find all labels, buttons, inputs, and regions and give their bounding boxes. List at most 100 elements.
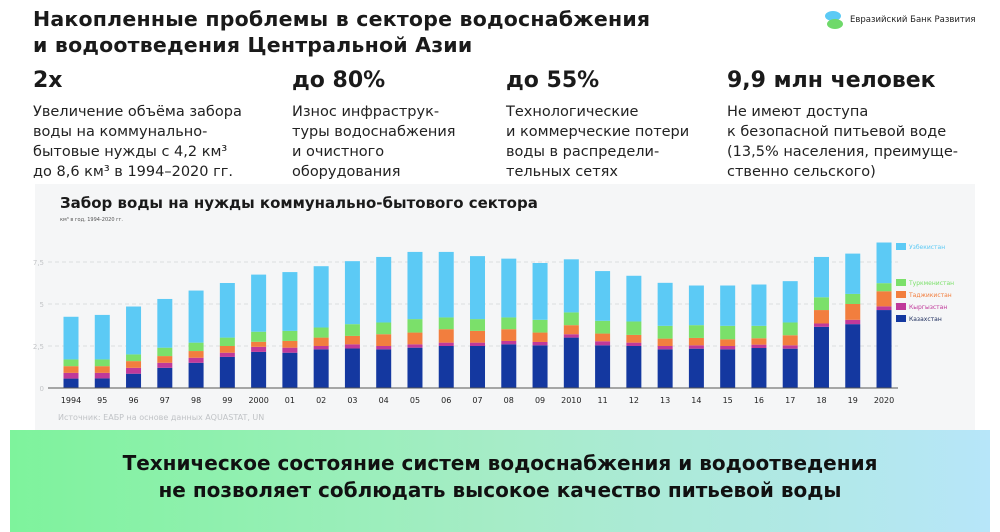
- bar-segment-Таджикистан: [845, 304, 861, 320]
- bar-segment-Казахстан: [532, 345, 548, 388]
- bar-segment-Таджикистан: [313, 337, 329, 346]
- y-tick-label: 0: [40, 385, 44, 393]
- bar-segment-Казахстан: [688, 348, 704, 388]
- bar-segment-Туркменистан: [751, 325, 767, 339]
- bar-segment-Таджикистан: [219, 346, 235, 353]
- x-tick-label: 18: [816, 396, 826, 405]
- bar-segment-Казахстан: [282, 352, 298, 388]
- bar-segment-Узбекистан: [751, 284, 767, 326]
- bar-segment-Узбекистан: [876, 242, 892, 284]
- bar-segment-Туркменистан: [344, 324, 360, 336]
- bar-segment-Узбекистан: [595, 271, 611, 321]
- bar-segment-Кыргызстан: [563, 334, 579, 338]
- bar-segment-Кыргызстан: [282, 347, 298, 353]
- chart-title: Забор воды на нужды коммунально-бытового…: [60, 194, 538, 212]
- bar-segment-Казахстан: [376, 349, 392, 388]
- stat-line: ственно сельского): [727, 164, 876, 180]
- bar-segment-Кыргызстан: [501, 340, 517, 345]
- bar-segment-Казахстан: [845, 324, 861, 388]
- bar-segment-Узбекистан: [282, 272, 298, 331]
- x-tick-label: 05: [410, 396, 420, 405]
- x-tick-label: 97: [160, 396, 170, 405]
- bar-segment-Таджикистан: [751, 338, 767, 345]
- bar-segment-Казахстан: [813, 326, 829, 388]
- bar-segment-Узбекистан: [376, 256, 392, 323]
- bar-segment-Узбекистан: [657, 282, 673, 326]
- bar-segment-Туркменистан: [63, 359, 79, 367]
- bar-segment-Казахстан: [126, 373, 142, 388]
- stat-water-intake: 2x Увеличение объёма забора воды на комм…: [33, 68, 242, 182]
- bar-segment-Таджикистан: [157, 356, 173, 363]
- bar-segment-Казахстан: [438, 346, 454, 388]
- bar-segment-Казахстан: [720, 349, 736, 388]
- bar-segment-Туркменистан: [282, 330, 298, 341]
- legend-label: Узбекистан: [909, 244, 945, 251]
- x-tick-label: 2000: [248, 396, 268, 405]
- bar-segment-Таджикистан: [782, 335, 798, 346]
- bar-segment-Туркменистан: [532, 319, 548, 333]
- bar-segment-Кыргызстан: [595, 341, 611, 346]
- y-tick-label: 7,5: [33, 259, 44, 267]
- bar-segment-Туркменистан: [438, 317, 454, 330]
- bar-segment-Таджикистан: [344, 335, 360, 345]
- x-tick-label: 2010: [561, 396, 581, 405]
- bar-segment-Туркменистан: [688, 325, 704, 338]
- bar-segment-Кыргызстан: [251, 346, 267, 352]
- y-tick-label: 5: [40, 301, 44, 309]
- bar-segment-Казахстан: [876, 310, 892, 388]
- bar-segment-Казахстан: [657, 349, 673, 388]
- bar-segment-Кыргызстан: [313, 346, 329, 350]
- x-tick-label: 07: [472, 396, 482, 405]
- stat-line: туры водоснабжения: [292, 124, 456, 140]
- bar-segment-Кыргызстан: [751, 344, 767, 349]
- stat-description: Технологические и коммерческие потери во…: [506, 102, 689, 182]
- bar-segment-Узбекистан: [813, 256, 829, 298]
- bar-segment-Узбекистан: [313, 266, 329, 328]
- bar-segment-Казахстан: [63, 378, 79, 388]
- bar-segment-Таджикистан: [813, 310, 829, 324]
- bar-segment-Таджикистан: [876, 291, 892, 307]
- bar-segment-Узбекистан: [470, 256, 486, 320]
- bar-segment-Кыргызстан: [94, 372, 110, 379]
- x-tick-label: 15: [723, 396, 733, 405]
- bar-segment-Казахстан: [344, 348, 360, 388]
- x-tick-label: 01: [285, 396, 295, 405]
- bar-segment-Туркменистан: [813, 297, 829, 311]
- stat-line: оборудования: [292, 164, 401, 180]
- bar-segment-Туркменистан: [94, 359, 110, 367]
- legend-flag-icon: [896, 243, 906, 250]
- bar-segment-Кыргызстан: [63, 372, 79, 379]
- bar-segment-Таджикистан: [188, 351, 204, 358]
- bar-segment-Туркменистан: [126, 354, 142, 362]
- bar-segment-Таджикистан: [720, 339, 736, 346]
- stat-line: Износ инфраструк-: [292, 104, 440, 120]
- stat-line: воды в распредели-: [506, 144, 660, 160]
- stat-line: воды на коммунально-: [33, 124, 208, 140]
- bar-segment-Узбекистан: [407, 251, 423, 320]
- bar-segment-Таджикистан: [657, 338, 673, 346]
- stat-value: до 80%: [292, 68, 386, 93]
- bar-segment-Туркменистан: [470, 319, 486, 331]
- x-tick-label: 16: [754, 396, 764, 405]
- bar-segment-Кыргызстан: [126, 367, 142, 374]
- bar-segment-Узбекистан: [157, 298, 173, 348]
- bar-segment-Казахстан: [407, 347, 423, 388]
- bar-segment-Туркменистан: [563, 312, 579, 326]
- bar-segment-Таджикистан: [438, 329, 454, 343]
- bar-segment-Кыргызстан: [188, 357, 204, 363]
- stat-no-safe-water: 9,9 млн человек Не имеют доступа к безоп…: [727, 68, 958, 182]
- stat-line: Технологические: [506, 104, 639, 120]
- stat-value: 2x: [33, 68, 63, 93]
- bar-segment-Таджикистан: [94, 366, 110, 373]
- stat-line: бытовые нужды с 4,2 км³: [33, 144, 228, 160]
- legend-flag-icon: [896, 303, 906, 310]
- stat-line: (13,5% населения, преимуще-: [727, 144, 958, 160]
- bar-segment-Кыргызстан: [470, 342, 486, 346]
- bar-segment-Кыргызстан: [157, 362, 173, 368]
- x-tick-label: 13: [660, 396, 670, 405]
- stat-description: Износ инфраструк- туры водоснабжения и о…: [292, 102, 456, 182]
- chart-subtitle: км³ в год, 1994-2020 гг.: [60, 217, 123, 223]
- bar-segment-Таджикистан: [251, 341, 267, 347]
- bar-segment-Туркменистан: [501, 317, 517, 330]
- bar-segment-Туркменистан: [407, 319, 423, 333]
